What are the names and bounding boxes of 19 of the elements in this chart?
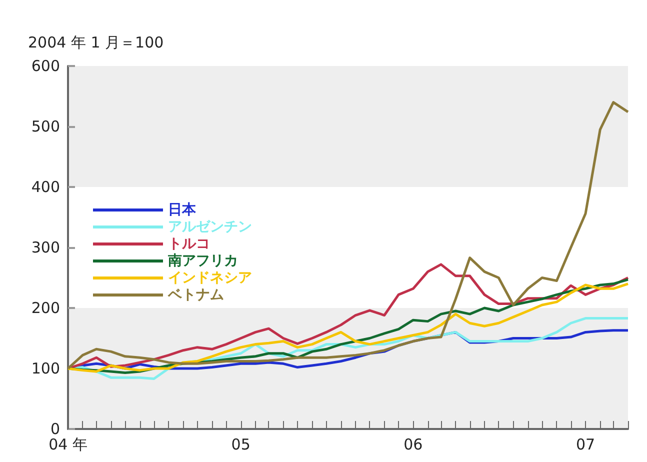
y-tick-label: 400	[31, 178, 60, 196]
y-tick-label: 500	[31, 118, 60, 136]
y-tick-label: 200	[31, 299, 60, 317]
legend-label: インドネシア	[168, 270, 252, 286]
legend-label: アルゼンチン	[168, 219, 252, 235]
y-tick-label: 100	[31, 360, 60, 378]
x-tick-label: 05	[231, 436, 250, 454]
x-tick-label: 06	[404, 436, 423, 454]
x-tick-label: 07	[576, 436, 596, 454]
legend-label: トルコ	[168, 236, 210, 252]
legend-label: ベトナム	[167, 287, 224, 303]
legend-label: 南アフリカ	[167, 253, 238, 269]
y-axis-title: 2004 年 1 月＝100	[28, 34, 164, 52]
x-tick-label: 04 年	[48, 436, 88, 454]
y-tick-label: 300	[31, 238, 60, 256]
y-tick-label: 0	[50, 420, 60, 438]
y-tick-label: 600	[31, 57, 60, 75]
legend-label: 日本	[168, 202, 197, 218]
line-series	[66, 101, 630, 370]
